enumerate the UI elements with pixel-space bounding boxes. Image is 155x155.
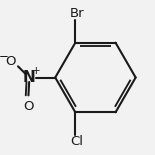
Text: Br: Br: [69, 7, 84, 20]
Text: Cl: Cl: [70, 135, 83, 148]
Text: −: −: [0, 50, 9, 63]
Text: N: N: [23, 70, 35, 85]
Text: +: +: [32, 66, 40, 76]
Text: O: O: [5, 55, 16, 68]
Text: O: O: [23, 100, 34, 113]
